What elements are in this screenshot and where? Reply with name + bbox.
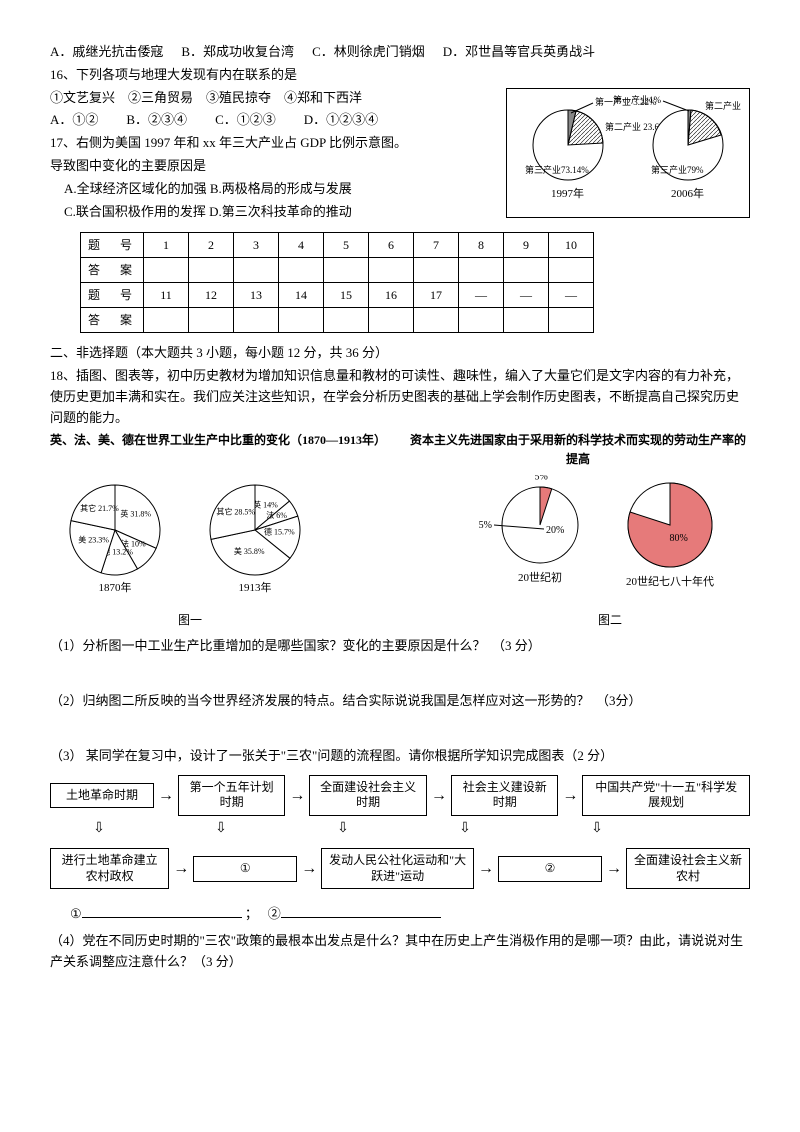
hdr: 题 号 bbox=[81, 283, 144, 308]
svg-text:20%: 20% bbox=[546, 525, 564, 536]
q16-c: C．①②③ bbox=[215, 110, 276, 131]
pie2-lab3: 第三产业79% bbox=[651, 164, 704, 175]
svg-text:德 15.7%: 德 15.7% bbox=[264, 526, 295, 536]
arrow-right-icon: → bbox=[158, 783, 174, 809]
fig2-cap: 图二 bbox=[470, 611, 750, 630]
flow-box-blank[interactable]: ② bbox=[498, 856, 602, 882]
svg-text:1913年: 1913年 bbox=[239, 580, 272, 594]
flow-box: 全面建设社会主义时期 bbox=[309, 775, 427, 816]
q16-b: B．②③④ bbox=[126, 110, 187, 131]
q17-c: C.联合国积极作用的发挥 bbox=[64, 204, 206, 219]
svg-text:其它 21.7%: 其它 21.7% bbox=[80, 503, 119, 513]
q17-d: D.第三次科技革命的推动 bbox=[209, 204, 352, 219]
pie-2006: 第一产业1% 第二产业 20% 第三产业79% 2006年 bbox=[613, 95, 743, 200]
svg-text:英 14%: 英 14% bbox=[253, 500, 278, 510]
svg-text:其它 28.5%: 其它 28.5% bbox=[216, 506, 255, 516]
blank-2[interactable] bbox=[281, 903, 441, 918]
arrow-down-icon: ⇩ bbox=[172, 818, 270, 840]
q16-opts: A．①② B．②③④ C．①②③ D．①②③④ bbox=[50, 110, 498, 131]
flow-box: 第一个五年计划时期 bbox=[178, 775, 285, 816]
blank-label-1: ① bbox=[70, 906, 82, 921]
arrow-down-icon: ⇩ bbox=[538, 818, 656, 840]
svg-text:80%: 80% bbox=[669, 533, 687, 544]
section2-title: 二、非选择题（本大题共 3 小题，每小题 12 分，共 36 分） bbox=[50, 343, 750, 364]
pie2-lab1: 第一产业1% bbox=[613, 95, 662, 105]
pie1-year: 1997年 bbox=[551, 186, 584, 200]
arrow-down-icon: ⇩ bbox=[50, 818, 148, 840]
q18-4: （4）党在不同历史时期的"三农"政策的最根本出发点是什么？其中在历史上产生消极作… bbox=[50, 931, 750, 973]
arrow-down-icon: ⇩ bbox=[416, 818, 514, 840]
flow-down-arrows: ⇩ ⇩ ⇩ ⇩ ⇩ bbox=[50, 818, 750, 840]
svg-text:美 35.8%: 美 35.8% bbox=[234, 546, 265, 556]
q17-b: B.两极格局的形成与发展 bbox=[210, 181, 352, 196]
opt-c: C．林则徐虎门销烟 bbox=[312, 42, 425, 63]
svg-text:20世纪初: 20世纪初 bbox=[518, 570, 562, 584]
figure-row: 英 31.8%法 10%德 13.2%美 23.3%其它 21.7%1870年英… bbox=[50, 475, 750, 630]
flow-box: 全面建设社会主义新农村 bbox=[626, 848, 750, 889]
blank-1[interactable] bbox=[82, 903, 242, 918]
flow-box: 发动人民公社化运动和"大跃进"运动 bbox=[321, 848, 474, 889]
table-row: 答 案 bbox=[81, 258, 594, 283]
usa-gdp-pies: 第一产业 3.22% 第二产业 23.64% 第三产业73.14% 1997年 … bbox=[506, 88, 750, 219]
arrow-right-icon: → bbox=[173, 856, 189, 882]
table-row: 题 号 1112 1314 1516 17— —— bbox=[81, 283, 594, 308]
q17-a: A.全球经济区域化的加强 bbox=[64, 181, 207, 196]
flow-bot-row: 进行土地革命建立农村政权→ ①→ 发动人民公社化运动和"大跃进"运动→ ②→ 全… bbox=[50, 848, 750, 889]
hdr: 题 号 bbox=[81, 233, 144, 258]
flow-box: 中国共产党"十一五"科学发展规划 bbox=[582, 775, 750, 816]
q18-3: （3） 某同学在复习中，设计了一张关于"三农"问题的流程图。请你根据所学知识完成… bbox=[50, 746, 750, 767]
pie-1997: 第一产业 3.22% 第二产业 23.64% 第三产业73.14% 1997年 bbox=[525, 96, 672, 200]
svg-text:1870年: 1870年 bbox=[99, 580, 132, 594]
svg-text:5%: 5% bbox=[479, 520, 492, 531]
arrow-right-icon: → bbox=[431, 783, 447, 809]
arrow-right-icon: → bbox=[606, 856, 622, 882]
q16-stem: 16、下列各项与地理大发现有内在联系的是 bbox=[50, 65, 750, 86]
q18-1: （1）分析图一中工业生产比重增加的是哪些国家？变化的主要原因是什么？ （3 分） bbox=[50, 636, 750, 657]
arrow-right-icon: → bbox=[562, 783, 578, 809]
fig2-title: 资本主义先进国家由于采用新的科学技术而实现的劳动生产率的提高 bbox=[406, 431, 750, 469]
table-row: 答 案 bbox=[81, 308, 594, 333]
opt-b: B．郑成功收复台湾 bbox=[181, 42, 294, 63]
table-row: 题 号 12 34 56 78 910 bbox=[81, 233, 594, 258]
fill-blanks: ① ； ② bbox=[50, 903, 750, 925]
pie2-year: 2006年 bbox=[671, 186, 704, 200]
q15-options: A．戚继光抗击倭寇 B．郑成功收复台湾 C．林则徐虎门销烟 D．邓世昌等官兵英勇… bbox=[50, 42, 750, 63]
flow-box: 社会主义建设新时期 bbox=[451, 775, 558, 816]
fig1: 英 31.8%法 10%德 13.2%美 23.3%其它 21.7%1870年英… bbox=[50, 475, 330, 630]
flow-box: 土地革命时期 bbox=[50, 783, 154, 809]
svg-text:20世纪七八十年代: 20世纪七八十年代 bbox=[626, 574, 714, 588]
opt-a: A．戚继光抗击倭寇 bbox=[50, 42, 163, 63]
arrow-right-icon: → bbox=[289, 783, 305, 809]
svg-text:5%: 5% bbox=[534, 475, 547, 483]
fig2: 5% 20% 5% 20世纪初 80% 20世纪七八十年代 图二 bbox=[470, 475, 750, 630]
opt-d: D．邓世昌等官兵英勇战斗 bbox=[443, 42, 595, 63]
fig1-title: 英、法、美、德在世界工业生产中比重的变化（1870—1913年） bbox=[50, 431, 386, 469]
svg-text:英 31.8%: 英 31.8% bbox=[120, 508, 151, 518]
svg-text:法 6%: 法 6% bbox=[266, 510, 287, 520]
q18-2: （2）归纳图二所反映的当今世界经济发展的特点。结合实际说说我国是怎样应对这一形势… bbox=[50, 691, 750, 712]
flow-box-blank[interactable]: ① bbox=[193, 856, 297, 882]
svg-text:美 23.3%: 美 23.3% bbox=[78, 534, 109, 544]
flow-top-row: 土地革命时期→ 第一个五年计划时期→ 全面建设社会主义时期→ 社会主义建设新时期… bbox=[50, 775, 750, 816]
blank-label-2: ② bbox=[268, 906, 281, 921]
q18-intro: 18、插图、图表等，初中历史教材为增加知识信息量和教材的可读性、趣味性，编入了大… bbox=[50, 366, 750, 428]
fig1-cap: 图一 bbox=[50, 611, 330, 630]
q16-d: D．①②③④ bbox=[304, 110, 378, 131]
q16-a: A．①② bbox=[50, 110, 98, 131]
answer-table: 题 号 12 34 56 78 910 答 案 题 号 1112 1314 15… bbox=[80, 232, 594, 333]
flow-box: 进行土地革命建立农村政权 bbox=[50, 848, 169, 889]
arrow-right-icon: → bbox=[478, 856, 494, 882]
arrow-down-icon: ⇩ bbox=[294, 818, 392, 840]
sep: ； bbox=[245, 906, 252, 921]
pie2-lab2: 第二产业 20% bbox=[705, 100, 743, 111]
pie1-lab3: 第三产业73.14% bbox=[525, 164, 589, 175]
hdr: 答 案 bbox=[81, 258, 144, 283]
hdr: 答 案 bbox=[81, 308, 144, 333]
arrow-right-icon: → bbox=[301, 856, 317, 882]
